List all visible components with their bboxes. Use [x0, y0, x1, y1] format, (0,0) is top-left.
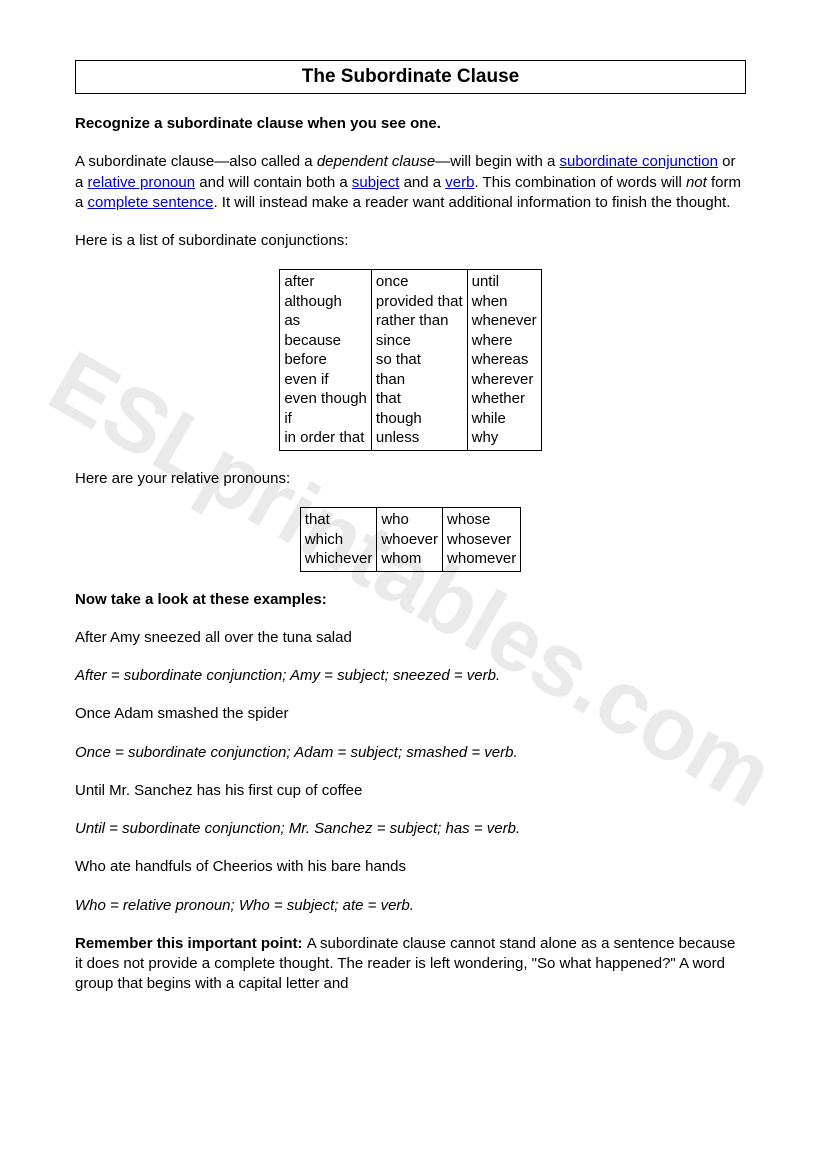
conjunctions-table: after although as because before even if…	[279, 269, 541, 451]
document-page: The Subordinate Clause Recognize a subor…	[0, 0, 821, 1053]
table-cell: that which whichever	[300, 508, 377, 572]
example-sentence: Who ate handfuls of Cheerios with his ba…	[75, 857, 746, 877]
table-cell: until when whenever where whereas wherev…	[467, 270, 541, 451]
intro-heading: Recognize a subordinate clause when you …	[75, 114, 746, 134]
examples-heading: Now take a look at these examples:	[75, 590, 746, 610]
text: . This combination of words will	[474, 174, 685, 191]
link-subordinate-conjunction[interactable]: subordinate conjunction	[559, 153, 717, 170]
text-italic: dependent clause	[317, 153, 435, 170]
relative-pronouns-table: that which whichever who whoever whom wh…	[300, 507, 521, 572]
text-italic: not	[686, 174, 707, 191]
example-note: Who = relative pronoun; Who = subject; a…	[75, 896, 746, 916]
example-note: Once = subordinate conjunction; Adam = s…	[75, 743, 746, 763]
table-cell: whose whosever whomever	[443, 508, 521, 572]
conjunctions-intro: Here is a list of subordinate conjunctio…	[75, 231, 746, 251]
table-cell: after although as because before even if…	[280, 270, 372, 451]
remember-paragraph: Remember this important point: A subordi…	[75, 934, 746, 995]
table-cell: who whoever whom	[377, 508, 443, 572]
text: —will begin with a	[435, 153, 559, 170]
page-title: The Subordinate Clause	[75, 60, 746, 94]
relative-pronouns-intro: Here are your relative pronouns:	[75, 469, 746, 489]
intro-paragraph: A subordinate clause—also called a depen…	[75, 152, 746, 213]
remember-label: Remember this important point:	[75, 935, 307, 952]
text: A subordinate clause—also called a	[75, 153, 317, 170]
text: and will contain both a	[195, 174, 352, 191]
example-note: After = subordinate conjunction; Amy = s…	[75, 666, 746, 686]
table-cell: once provided that rather than since so …	[371, 270, 467, 451]
link-relative-pronoun[interactable]: relative pronoun	[88, 174, 196, 191]
link-verb[interactable]: verb	[445, 174, 474, 191]
example-sentence: Once Adam smashed the spider	[75, 704, 746, 724]
example-sentence: After Amy sneezed all over the tuna sala…	[75, 628, 746, 648]
text: and a	[399, 174, 445, 191]
example-note: Until = subordinate conjunction; Mr. San…	[75, 819, 746, 839]
text: . It will instead make a reader want add…	[213, 194, 730, 211]
link-subject[interactable]: subject	[352, 174, 400, 191]
link-complete-sentence[interactable]: complete sentence	[88, 194, 214, 211]
example-sentence: Until Mr. Sanchez has his first cup of c…	[75, 781, 746, 801]
